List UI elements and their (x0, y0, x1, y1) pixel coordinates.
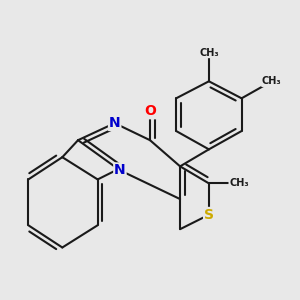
Text: CH₃: CH₃ (229, 178, 249, 188)
Text: S: S (204, 208, 214, 222)
Text: CH₃: CH₃ (262, 76, 281, 86)
Text: CH₃: CH₃ (199, 47, 219, 58)
Text: N: N (109, 116, 121, 130)
Text: N: N (114, 163, 126, 177)
Text: O: O (144, 104, 156, 118)
